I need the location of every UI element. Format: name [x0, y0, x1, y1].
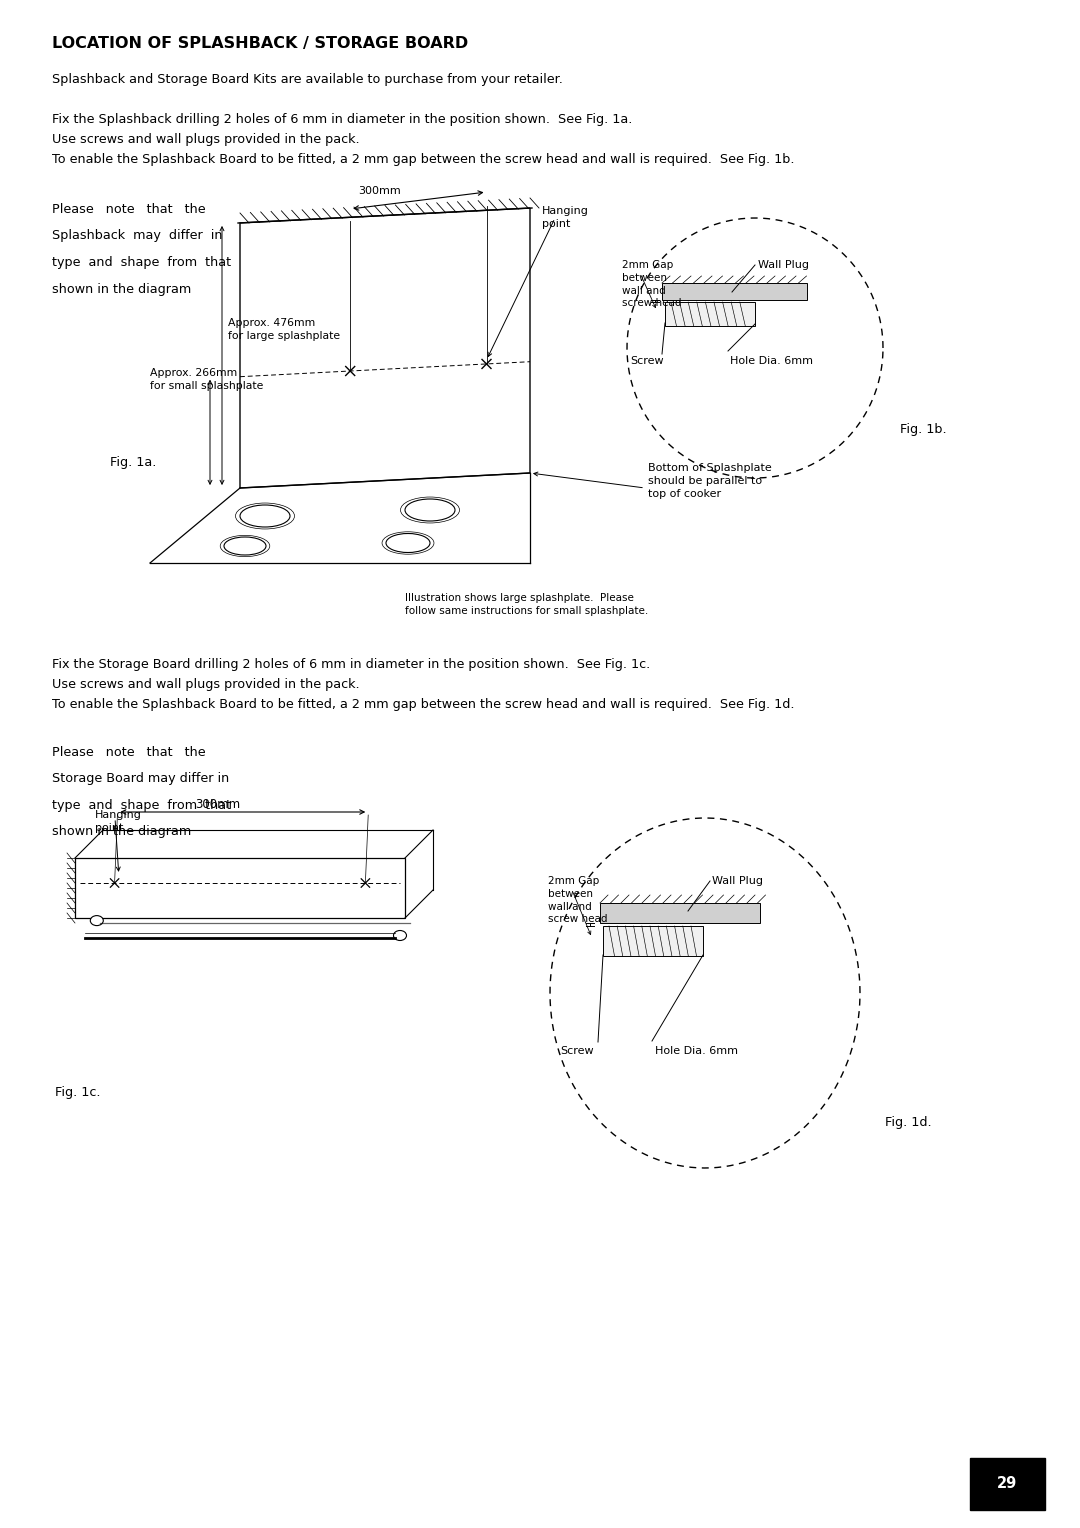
Text: Hole Dia. 6mm: Hole Dia. 6mm	[654, 1047, 738, 1056]
Text: Wall Plug: Wall Plug	[712, 876, 762, 886]
Text: Screw: Screw	[561, 1047, 594, 1056]
Text: Bottom of Splashplate
should be parallel to
top of cooker: Bottom of Splashplate should be parallel…	[648, 463, 772, 498]
Text: Approx. 476mm
for large splashplate: Approx. 476mm for large splashplate	[228, 318, 340, 341]
Text: Please   note   that   the: Please note that the	[52, 203, 205, 215]
Text: 2mm Gap
between
wall and
screw head: 2mm Gap between wall and screw head	[548, 876, 607, 924]
FancyBboxPatch shape	[665, 303, 755, 325]
Text: type  and  shape  from  that: type and shape from that	[52, 257, 231, 269]
Text: To enable the Splashback Board to be fitted, a 2 mm gap between the screw head a: To enable the Splashback Board to be fit…	[52, 698, 795, 711]
Text: 29: 29	[997, 1476, 1017, 1491]
Text: Please   note   that   the: Please note that the	[52, 746, 205, 759]
Text: Fig. 1c.: Fig. 1c.	[55, 1086, 100, 1099]
Text: Fig. 1b.: Fig. 1b.	[900, 423, 947, 435]
Text: Screw: Screw	[630, 356, 663, 367]
Text: To enable the Splashback Board to be fitted, a 2 mm gap between the screw head a: To enable the Splashback Board to be fit…	[52, 153, 795, 167]
FancyBboxPatch shape	[662, 283, 807, 299]
Text: Hole Dia. 6mm: Hole Dia. 6mm	[730, 356, 813, 367]
Ellipse shape	[91, 915, 104, 926]
Text: Use screws and wall plugs provided in the pack.: Use screws and wall plugs provided in th…	[52, 678, 360, 691]
Text: Storage Board may differ in: Storage Board may differ in	[52, 773, 229, 785]
Text: Fix the Splashback drilling 2 holes of 6 mm in diameter in the position shown.  : Fix the Splashback drilling 2 holes of 6…	[52, 113, 633, 125]
Text: Splashback and Storage Board Kits are available to purchase from your retailer.: Splashback and Storage Board Kits are av…	[52, 73, 563, 86]
Text: Hanging
point: Hanging point	[542, 206, 589, 229]
Text: Fig. 1d.: Fig. 1d.	[885, 1115, 932, 1129]
Text: Fix the Storage Board drilling 2 holes of 6 mm in diameter in the position shown: Fix the Storage Board drilling 2 holes o…	[52, 659, 650, 671]
Text: 2mm Gap
between
wall and
screw head: 2mm Gap between wall and screw head	[622, 260, 681, 309]
Text: LOCATION OF SPLASHBACK / STORAGE BOARD: LOCATION OF SPLASHBACK / STORAGE BOARD	[52, 37, 469, 50]
Text: Fig. 1a.: Fig. 1a.	[110, 455, 157, 469]
Text: Approx. 266mm
for small splashplate: Approx. 266mm for small splashplate	[150, 368, 264, 391]
Text: shown in the diagram: shown in the diagram	[52, 825, 191, 839]
FancyBboxPatch shape	[970, 1458, 1045, 1510]
Text: Hanging
point: Hanging point	[95, 810, 141, 833]
FancyBboxPatch shape	[603, 926, 703, 957]
Text: 300mm: 300mm	[357, 186, 401, 196]
Text: Splashback  may  differ  in: Splashback may differ in	[52, 229, 222, 243]
Text: Wall Plug: Wall Plug	[758, 260, 809, 270]
Text: Illustration shows large splashplate.  Please
follow same instructions for small: Illustration shows large splashplate. Pl…	[405, 593, 648, 616]
Text: Use screws and wall plugs provided in the pack.: Use screws and wall plugs provided in th…	[52, 133, 360, 147]
Text: type  and  shape  from  that: type and shape from that	[52, 799, 231, 811]
FancyBboxPatch shape	[600, 903, 760, 923]
Text: 300mm: 300mm	[195, 798, 240, 811]
Ellipse shape	[393, 931, 406, 941]
Text: shown in the diagram: shown in the diagram	[52, 283, 191, 295]
